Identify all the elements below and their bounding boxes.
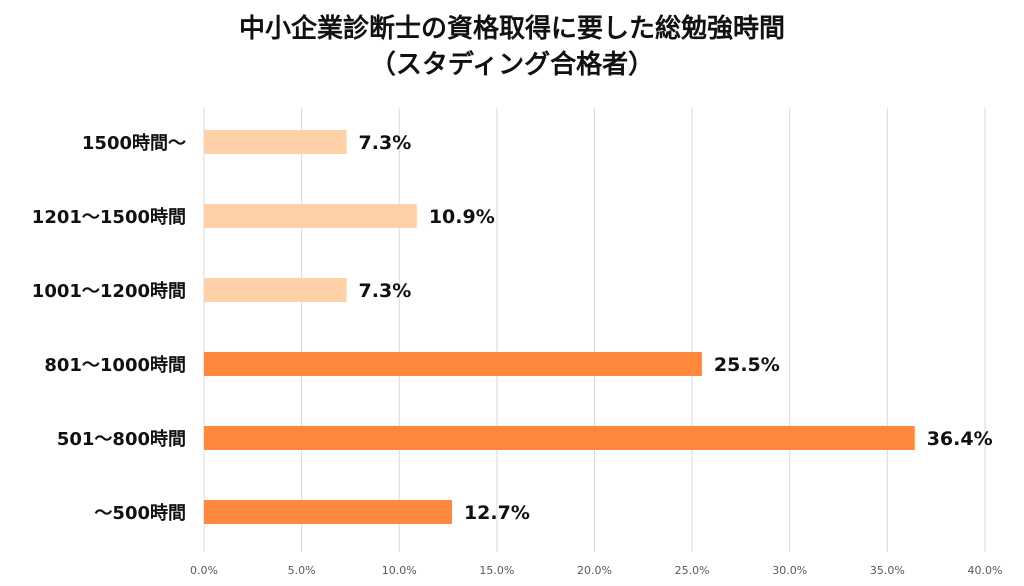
- bar: [204, 278, 347, 302]
- data-label: 10.9%: [429, 206, 495, 228]
- x-tick-label: 35.0%: [870, 564, 905, 577]
- data-label: 7.3%: [359, 280, 412, 302]
- x-tick-label: 30.0%: [772, 564, 807, 577]
- x-tick-label: 25.0%: [675, 564, 710, 577]
- y-category-label: 501〜800時間: [57, 429, 186, 450]
- x-tick-label: 15.0%: [479, 564, 514, 577]
- x-tick-label: 10.0%: [382, 564, 417, 577]
- y-category-label: 1001〜1200時間: [32, 281, 186, 302]
- x-tick-label: 40.0%: [968, 564, 1003, 577]
- chart-title: 中小企業診断士の資格取得に要した総勉強時間: [238, 14, 785, 44]
- y-category-label: 1201〜1500時間: [32, 207, 186, 228]
- y-category-label: 〜500時間: [94, 503, 186, 524]
- chart-subtitle: （スタディング合格者）: [369, 50, 655, 80]
- bar: [204, 130, 347, 154]
- data-label: 12.7%: [464, 502, 530, 524]
- bar: [204, 500, 452, 524]
- bar: [204, 204, 417, 228]
- x-tick-label: 5.0%: [288, 564, 316, 577]
- y-category-label: 801〜1000時間: [44, 355, 186, 376]
- x-tick-label: 20.0%: [577, 564, 612, 577]
- x-tick-label: 0.0%: [190, 564, 218, 577]
- bar: [204, 426, 915, 450]
- data-label: 7.3%: [359, 132, 412, 154]
- y-category-label: 1500時間〜: [82, 133, 186, 154]
- bar: [204, 352, 702, 376]
- data-label: 25.5%: [714, 354, 780, 376]
- data-label: 36.4%: [927, 428, 993, 450]
